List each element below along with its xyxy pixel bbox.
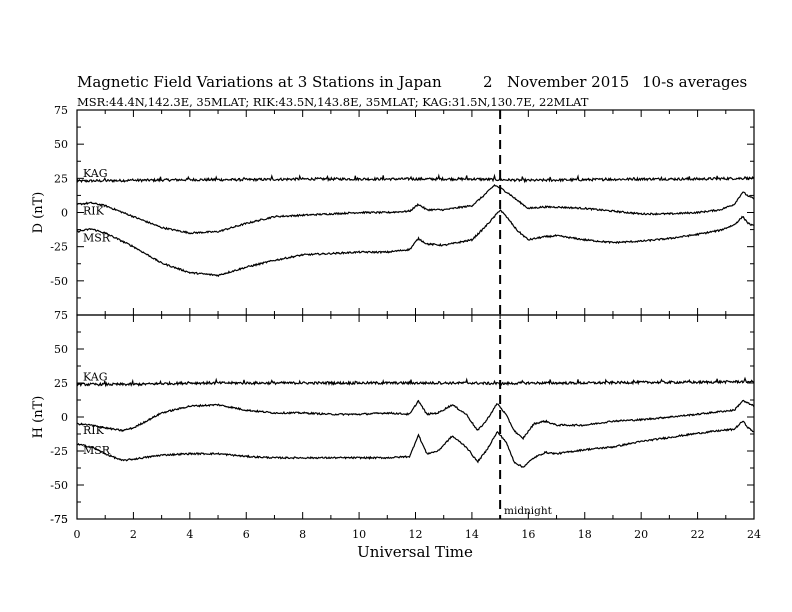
plot-frame: [76, 314, 755, 520]
x-tick-label: 6: [243, 528, 250, 541]
x-axis: Universal Time: [357, 543, 473, 561]
x-tick-label: 20: [634, 528, 648, 541]
x-tick-label: 16: [521, 528, 535, 541]
series-line-msr: [76, 420, 755, 468]
y-tick-label: -75: [50, 513, 68, 526]
y-tick-label: 75: [54, 309, 68, 322]
x-tick-label: 14: [465, 528, 479, 541]
station-coordinates: MSR:44.4N,142.3E, 35MLAT; RIK:43.5N,143.…: [77, 95, 589, 109]
x-tick-label: 10: [352, 528, 366, 541]
midnight-marker: midnight: [499, 110, 553, 519]
series-label-kag: KAG: [83, 167, 108, 180]
figure-day: 2: [483, 73, 493, 91]
series-line-msr: [77, 209, 755, 278]
x-tick-label: 12: [409, 528, 423, 541]
y-tick-label: 25: [54, 172, 68, 185]
series-label-msr: MSR: [83, 444, 111, 457]
x-tick-label: 22: [691, 528, 705, 541]
panel-d: -50 -25 0 25 50 75 D (nT) KAG RIK MSR: [31, 104, 755, 316]
y-tick-label: 0: [61, 411, 68, 424]
x-tick-label: 8: [299, 528, 306, 541]
y-axis-label: D (nT): [31, 192, 46, 234]
y-tick-label: 75: [54, 104, 68, 117]
y-tick-label: -50: [50, 275, 68, 288]
x-axis-label: Universal Time: [357, 543, 473, 561]
y-tick-label: 50: [54, 138, 68, 151]
y-tick-label: -25: [50, 241, 68, 254]
y-tick-label: -75: [50, 513, 68, 526]
x-tick-label: 24: [747, 528, 761, 541]
x-tick-label: 0: [74, 528, 81, 541]
series-line-rik: [76, 184, 755, 235]
series-label-msr: MSR: [83, 232, 111, 245]
y-tick-label: -25: [50, 445, 68, 458]
y-tick-label: 50: [54, 343, 68, 356]
y-tick-label: 25: [54, 377, 68, 390]
series-label-kag: KAG: [83, 370, 108, 383]
y-tick-label: 0: [61, 207, 68, 220]
y-axis-label: H (nT): [31, 396, 46, 439]
series-line-kag: [76, 173, 755, 184]
x-tick-label: 2: [130, 528, 137, 541]
y-tick-label: -50: [50, 479, 68, 492]
figure-title: Magnetic Field Variations at 3 Stations …: [77, 73, 442, 91]
x-tick-label: 18: [578, 528, 592, 541]
midnight-label: midnight: [504, 505, 553, 517]
series-line-rik: [76, 399, 755, 441]
series-line-kag: [76, 376, 755, 388]
x-tick-label: 4: [186, 528, 193, 541]
series-label-rik: RIK: [83, 204, 105, 217]
figure-month-year: November 2015: [507, 73, 629, 91]
figure-averaging: 10-s averages: [642, 73, 747, 91]
series-label-rik: RIK: [83, 424, 105, 437]
plot-frame: [76, 109, 755, 316]
